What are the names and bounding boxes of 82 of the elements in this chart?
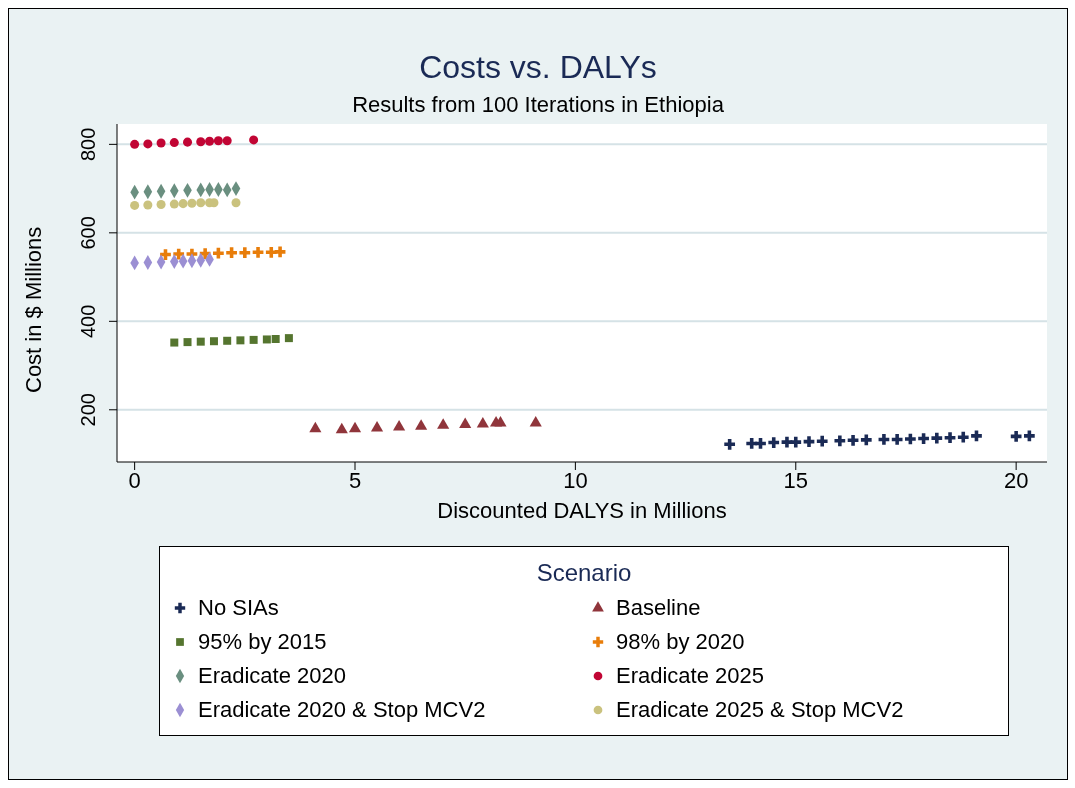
point — [803, 436, 815, 448]
point — [156, 200, 166, 210]
chart-subtitle: Results from 100 Iterations in Ethiopia — [351, 91, 725, 118]
point — [183, 338, 192, 347]
x-tick-label: 5 — [348, 467, 362, 493]
point — [348, 421, 362, 433]
x-tick-label: 10 — [563, 467, 588, 493]
x-tick-label: 20 — [1003, 467, 1029, 493]
point — [231, 198, 241, 208]
legend-label: 95% by 2015 — [198, 629, 327, 655]
point — [768, 437, 780, 448]
chart-title: Costs vs. DALYs — [418, 48, 658, 86]
point — [891, 434, 903, 445]
y-tick-label: 200 — [77, 393, 99, 427]
legend-label: No SIAs — [198, 595, 279, 621]
point — [143, 139, 153, 149]
point — [170, 338, 179, 347]
point — [252, 246, 264, 258]
point — [393, 420, 406, 431]
point — [130, 139, 140, 149]
point — [370, 420, 384, 432]
point — [169, 138, 179, 148]
point — [529, 416, 542, 427]
point — [415, 419, 428, 430]
x-tick-label: 15 — [783, 467, 809, 493]
point — [262, 335, 271, 344]
point — [130, 200, 140, 210]
point — [1024, 430, 1035, 442]
legend-label: Eradicate 2025 & Stop MCV2 — [616, 697, 904, 723]
point — [494, 416, 507, 427]
point — [284, 334, 293, 343]
point — [209, 337, 218, 346]
point — [239, 247, 251, 259]
legend-label: Eradicate 2020 & Stop MCV2 — [198, 697, 486, 723]
legend-label: 98% by 2020 — [616, 629, 745, 655]
point — [178, 199, 188, 209]
legend-title: Scenario — [535, 558, 633, 588]
point — [1010, 430, 1022, 442]
legend-label: Baseline — [616, 595, 701, 621]
point — [156, 138, 166, 148]
x-axis-title: Discounted DALYS in Millions — [437, 498, 727, 523]
point — [971, 430, 982, 442]
point — [944, 432, 956, 444]
point — [183, 137, 193, 147]
point — [274, 246, 286, 258]
y-tick-label: 800 — [77, 127, 99, 162]
legend-label: Eradicate 2020 — [198, 663, 346, 689]
point — [834, 435, 846, 447]
point — [335, 422, 348, 434]
point — [213, 136, 223, 146]
x-tick-label: 0 — [128, 467, 141, 493]
point — [790, 436, 802, 448]
point — [878, 434, 890, 445]
point — [143, 200, 153, 210]
y-axis-title: Cost in $ Millions — [20, 226, 46, 393]
point — [223, 336, 232, 345]
point — [271, 335, 280, 344]
y-tick-label: 400 — [77, 304, 99, 338]
point — [476, 416, 489, 428]
legend-label: Eradicate 2025 — [616, 663, 764, 689]
point — [309, 421, 322, 433]
point — [249, 135, 259, 145]
point — [169, 199, 179, 209]
point — [847, 434, 859, 446]
point — [957, 431, 969, 443]
point — [196, 198, 206, 208]
point — [905, 433, 916, 445]
point — [816, 435, 828, 447]
point — [213, 247, 224, 259]
y-tick-label: 600 — [77, 216, 99, 250]
point — [437, 418, 450, 429]
point — [222, 136, 232, 146]
point — [187, 198, 197, 208]
point — [226, 247, 237, 259]
point — [249, 335, 258, 344]
point — [860, 434, 872, 446]
point — [931, 432, 943, 444]
point — [236, 336, 245, 345]
point — [196, 137, 206, 147]
point — [205, 136, 215, 146]
point — [459, 417, 472, 428]
point — [196, 337, 205, 346]
